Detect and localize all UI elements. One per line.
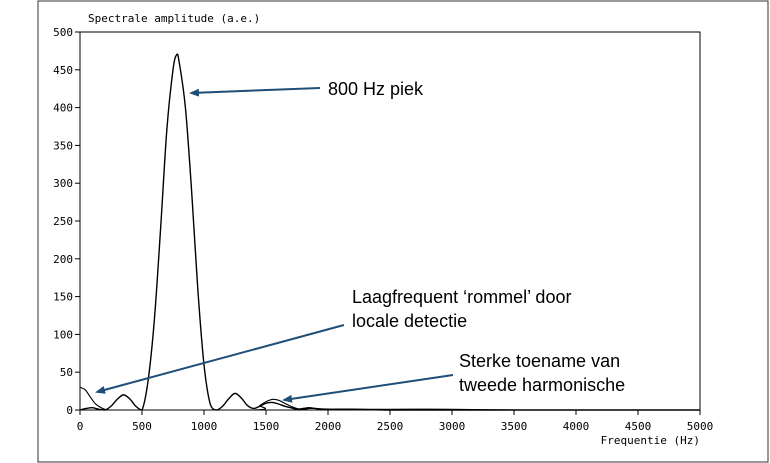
y-tick-label: 300: [53, 177, 73, 190]
annotation-harmonic-arrow: [282, 374, 454, 403]
series-layer: [79, 53, 700, 411]
annotation-harmonic-text-line2: tweede harmonische: [459, 375, 625, 395]
x-tick-label: 0: [77, 420, 84, 433]
x-tick-label: 4000: [563, 420, 590, 433]
y-tick-label: 50: [60, 366, 73, 379]
annotation-peak-text: 800 Hz piek: [328, 79, 424, 99]
x-tick-label: 1500: [253, 420, 280, 433]
annotation-rumble-text-line2: locale detectie: [352, 311, 467, 331]
y-tick-label: 250: [53, 215, 73, 228]
axis-ticks: 0 500 1000 1500 2000 2500 3000 3500 4000 4500 5000…: [53, 26, 713, 433]
outer-frame: [37, 0, 769, 463]
annotation-rumble: Laagfrequent ‘rommel’ door locale detect…: [95, 287, 571, 394]
annotation-rumble-text-line1: Laagfrequent ‘rommel’ door: [352, 287, 571, 307]
y-tick-label: 0: [66, 404, 73, 417]
annotation-peak: 800 Hz piek: [189, 79, 424, 99]
y-axis-label: Spectrale amplitude (a.e.): [88, 12, 260, 25]
annotation-rumble-arrow: [95, 324, 345, 394]
y-tick-label: 200: [53, 253, 73, 266]
y-tick-label: 150: [53, 291, 73, 304]
annotation-peak-arrow: [189, 87, 321, 97]
annotation-harmonic: Sterke toename van tweede harmonische: [282, 351, 625, 403]
y-tick-label: 350: [53, 139, 73, 152]
y-tick-label: 400: [53, 102, 73, 115]
y-tick-label: 500: [53, 26, 73, 39]
y-tick-label: 100: [53, 328, 73, 341]
annotation-harmonic-text-line1: Sterke toename van: [459, 351, 620, 371]
x-tick-label: 4500: [625, 420, 652, 433]
x-tick-label: 3500: [501, 420, 528, 433]
x-tick-label: 3000: [439, 420, 466, 433]
x-axis-label: Frequentie (Hz): [601, 434, 700, 447]
y-tick-label: 450: [53, 64, 73, 77]
series-line-2: [79, 386, 700, 411]
x-tick-label: 1000: [191, 420, 218, 433]
x-tick-label: 500: [132, 420, 152, 433]
x-tick-label: 5000: [687, 420, 714, 433]
x-tick-label: 2000: [315, 420, 342, 433]
x-tick-label: 2500: [377, 420, 404, 433]
